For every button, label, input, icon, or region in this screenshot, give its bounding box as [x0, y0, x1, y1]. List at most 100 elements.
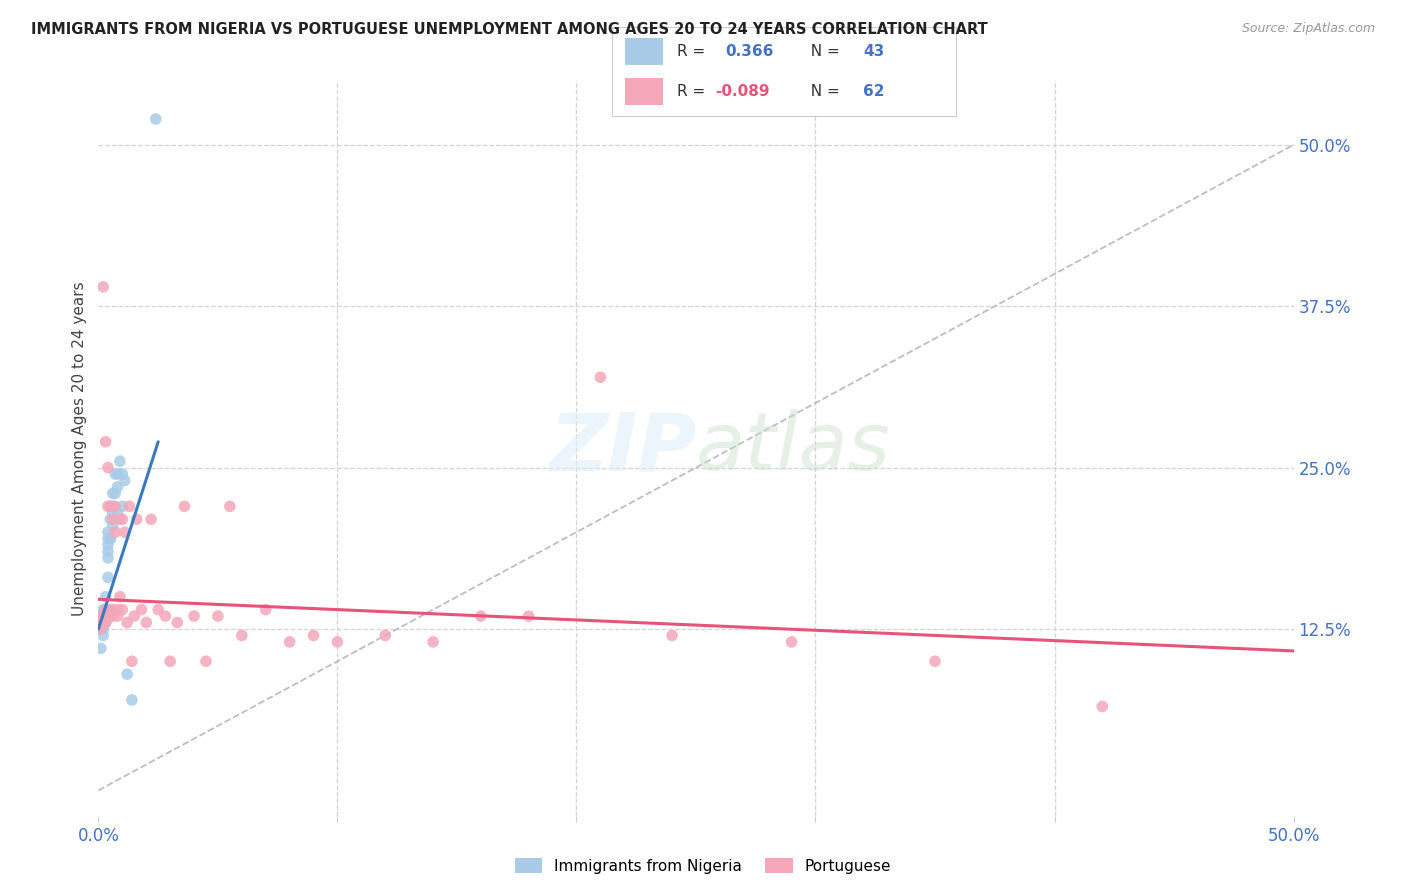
Point	[108, 512, 131, 526]
Point	[91, 622, 114, 636]
Point	[91, 628, 114, 642]
Point	[302, 628, 325, 642]
Point	[114, 525, 136, 540]
Point	[101, 602, 124, 616]
Point	[90, 615, 112, 630]
Point	[94, 615, 117, 630]
Point	[104, 467, 127, 481]
Point	[97, 532, 120, 546]
Point	[114, 474, 136, 488]
Text: 62: 62	[863, 85, 884, 99]
Point	[94, 434, 117, 449]
Point	[90, 622, 112, 636]
Point	[98, 500, 122, 514]
Point	[107, 480, 129, 494]
Point	[159, 654, 181, 668]
Point	[125, 512, 148, 526]
Point	[108, 590, 131, 604]
Point	[139, 512, 162, 526]
Point	[145, 112, 167, 126]
Point	[91, 280, 114, 294]
Point	[326, 635, 349, 649]
Point	[104, 500, 127, 514]
Bar	[626, 78, 664, 105]
Point	[107, 602, 129, 616]
Point	[183, 609, 205, 624]
Point	[118, 500, 141, 514]
Point	[98, 532, 122, 546]
Point	[148, 602, 170, 616]
Point	[97, 609, 120, 624]
Point	[94, 615, 117, 630]
Text: R =: R =	[678, 85, 710, 99]
Point	[111, 512, 134, 526]
Point	[91, 609, 114, 624]
Point	[94, 602, 117, 616]
Point	[101, 500, 124, 514]
Legend: Immigrants from Nigeria, Portuguese: Immigrants from Nigeria, Portuguese	[509, 852, 897, 880]
Point	[97, 538, 120, 552]
Point	[924, 654, 946, 668]
Point	[94, 609, 117, 624]
Point	[517, 609, 540, 624]
Point	[97, 460, 120, 475]
Text: -0.089: -0.089	[716, 85, 769, 99]
Point	[111, 467, 134, 481]
Text: IMMIGRANTS FROM NIGERIA VS PORTUGUESE UNEMPLOYMENT AMONG AGES 20 TO 24 YEARS COR: IMMIGRANTS FROM NIGERIA VS PORTUGUESE UN…	[31, 22, 987, 37]
Point	[98, 532, 122, 546]
Point	[94, 602, 117, 616]
Point	[115, 667, 138, 681]
Point	[173, 500, 195, 514]
Point	[97, 500, 120, 514]
Point	[97, 551, 120, 566]
Point	[91, 622, 114, 636]
Point	[470, 609, 492, 624]
Point	[101, 609, 124, 624]
Text: 0.366: 0.366	[725, 45, 773, 59]
Text: atlas: atlas	[696, 409, 891, 487]
Point	[254, 602, 277, 616]
Point	[104, 525, 127, 540]
Point	[90, 615, 112, 630]
Text: N =: N =	[801, 45, 845, 59]
Point	[98, 602, 122, 616]
Point	[98, 512, 122, 526]
Point	[589, 370, 612, 384]
Point	[108, 454, 131, 468]
Point	[195, 654, 218, 668]
Point	[94, 602, 117, 616]
Point	[91, 609, 114, 624]
Point	[121, 693, 143, 707]
Point	[155, 609, 177, 624]
Point	[97, 525, 120, 540]
Point	[121, 654, 143, 668]
Point	[107, 609, 129, 624]
Y-axis label: Unemployment Among Ages 20 to 24 years: Unemployment Among Ages 20 to 24 years	[72, 281, 87, 615]
Text: R =: R =	[678, 45, 716, 59]
Point	[91, 602, 114, 616]
Text: N =: N =	[801, 85, 845, 99]
Point	[91, 609, 114, 624]
Point	[94, 609, 117, 624]
Point	[97, 544, 120, 558]
Point	[111, 500, 134, 514]
Point	[94, 590, 117, 604]
Point	[91, 615, 114, 630]
Point	[111, 602, 134, 616]
Point	[101, 486, 124, 500]
Point	[780, 635, 803, 649]
Point	[131, 602, 153, 616]
Point	[661, 628, 683, 642]
Point	[422, 635, 444, 649]
Point	[231, 628, 253, 642]
Point	[91, 615, 114, 630]
Point	[101, 512, 124, 526]
Point	[94, 609, 117, 624]
Point	[107, 467, 129, 481]
Point	[97, 609, 120, 624]
Point	[107, 506, 129, 520]
Point	[91, 615, 114, 630]
Point	[135, 615, 157, 630]
Point	[90, 622, 112, 636]
Text: ZIP: ZIP	[548, 409, 696, 487]
